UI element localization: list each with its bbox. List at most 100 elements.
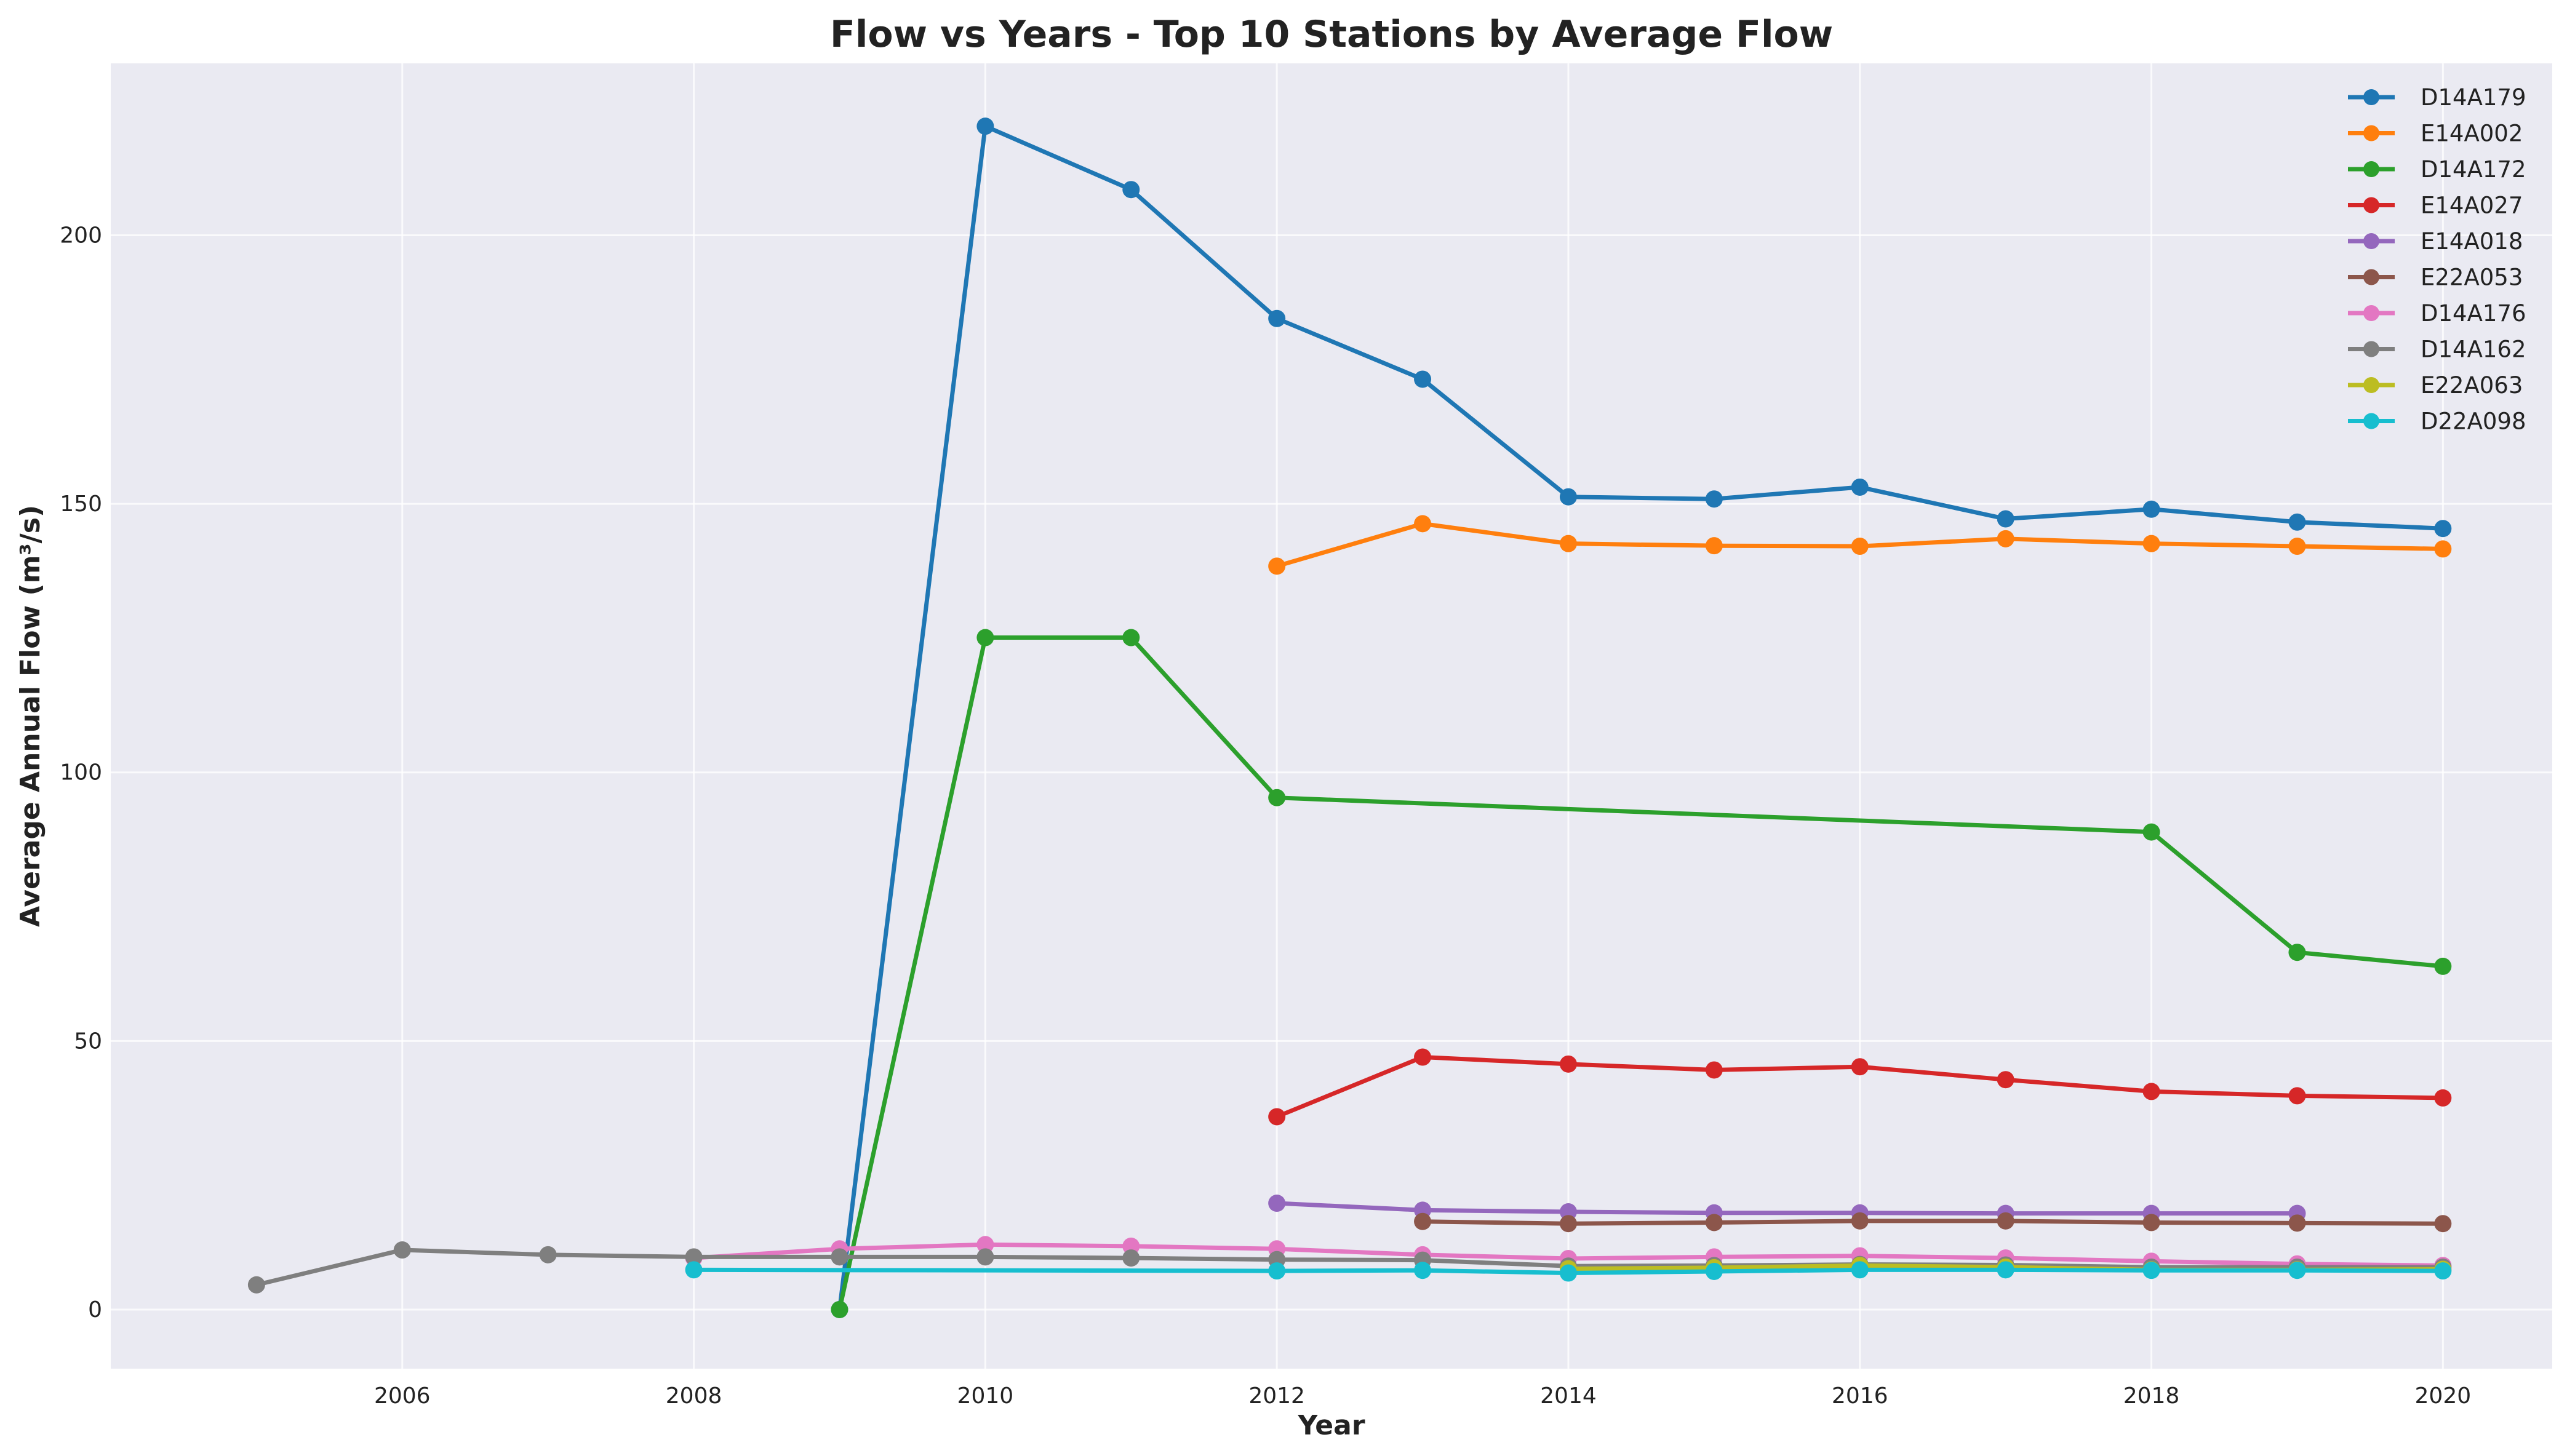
legend-label: E22A063	[2421, 372, 2523, 399]
data-point	[1268, 557, 1286, 575]
data-point	[2142, 500, 2160, 518]
data-point	[1268, 1108, 1286, 1126]
x-tick-label: 2010	[957, 1383, 1014, 1409]
data-point	[393, 1241, 411, 1259]
legend-marker	[2363, 89, 2379, 105]
data-point	[1705, 490, 1723, 508]
legend-marker	[2363, 197, 2379, 213]
data-point	[2288, 1087, 2306, 1105]
data-point	[1705, 1214, 1723, 1231]
x-tick-label: 2016	[1832, 1383, 1888, 1409]
data-point	[1559, 1203, 1577, 1221]
data-point	[2142, 1083, 2160, 1100]
y-tick-label: 100	[60, 760, 102, 786]
legend-item: D14A179	[2348, 84, 2526, 111]
data-point	[1851, 1261, 1869, 1279]
series-line	[692, 1267, 2445, 1276]
data-point	[1122, 1237, 1140, 1255]
data-point	[1851, 478, 1869, 496]
data-point	[1559, 1055, 1577, 1073]
data-point	[2142, 823, 2160, 841]
data-point	[1122, 1249, 1140, 1267]
data-point	[1559, 1264, 1577, 1282]
data-point	[2434, 1262, 2452, 1280]
data-point	[976, 117, 994, 135]
legend-marker	[2363, 233, 2379, 249]
data-point	[2288, 1214, 2306, 1232]
x-tick-label: 2018	[2123, 1383, 2180, 1409]
data-point	[1705, 537, 1723, 555]
legend-marker	[2363, 125, 2379, 141]
legend-item: E22A053	[2348, 265, 2523, 291]
legend-item: D14A172	[2348, 156, 2526, 183]
data-point	[2142, 535, 2160, 552]
legend-label: E22A053	[2421, 265, 2523, 291]
legend-label: D14A176	[2421, 300, 2526, 327]
data-point	[1122, 629, 1140, 646]
data-point	[1268, 309, 1286, 327]
x-tick-label: 2008	[666, 1383, 722, 1409]
data-point	[2288, 538, 2306, 555]
y-tick-label: 50	[74, 1028, 102, 1054]
legend-marker	[2363, 161, 2379, 177]
data-point	[976, 629, 994, 646]
series-line	[1420, 1219, 2445, 1226]
data-point	[1414, 370, 1432, 388]
data-point	[1559, 535, 1577, 552]
series-D14A172	[831, 629, 2452, 1318]
data-point	[2288, 1262, 2306, 1279]
series-E14A018	[1268, 1195, 2306, 1222]
legend-label: E14A018	[2421, 228, 2523, 255]
data-point	[831, 1248, 848, 1266]
x-axis-label: Year	[1297, 1410, 1365, 1441]
data-point	[1997, 1212, 2014, 1230]
data-point	[2434, 540, 2452, 558]
series-line	[254, 1247, 2445, 1287]
data-point	[831, 1300, 848, 1318]
legend-item: E22A063	[2348, 372, 2523, 399]
data-point	[2142, 1214, 2160, 1231]
data-point	[1851, 538, 1869, 555]
legend-label: D14A162	[2421, 336, 2526, 363]
legend-marker	[2363, 341, 2379, 357]
x-tick-labels: 2006 2008 2010 2012 2014 2016 2018 2020	[374, 1383, 2471, 1409]
legend-item: E14A002	[2348, 121, 2523, 147]
legend-marker	[2363, 269, 2379, 285]
data-point	[1997, 510, 2014, 528]
x-tick-label: 2012	[1248, 1383, 1305, 1409]
legend-label: D22A098	[2421, 408, 2526, 435]
series-E14A027	[1268, 1048, 2452, 1126]
data-point	[976, 1248, 994, 1266]
data-point	[1414, 1048, 1432, 1066]
data-point	[1122, 181, 1140, 199]
data-point	[685, 1248, 703, 1266]
legend-item: D22A098	[2348, 408, 2526, 435]
x-tick-label: 2006	[374, 1383, 431, 1409]
data-point	[2434, 1215, 2452, 1233]
data-point	[1559, 488, 1577, 506]
legend-label: D14A179	[2421, 84, 2526, 111]
legend-label: E14A027	[2421, 193, 2523, 219]
data-point	[1414, 1212, 1432, 1230]
x-tick-label: 2020	[2415, 1383, 2472, 1409]
data-point	[247, 1276, 265, 1294]
data-point	[1997, 1071, 2014, 1089]
legend-label: D14A172	[2421, 156, 2526, 183]
data-point	[2288, 944, 2306, 961]
data-point	[685, 1261, 703, 1279]
data-point	[1414, 1262, 1432, 1279]
data-point	[1705, 1061, 1723, 1079]
y-axis-label: Average Annual Flow (m³/s)	[15, 505, 46, 927]
data-point	[2142, 1262, 2160, 1279]
chart-title: Flow vs Years - Top 10 Stations by Avera…	[830, 13, 1833, 56]
data-point	[1705, 1262, 1723, 1280]
series-line	[1274, 1201, 2299, 1216]
legend-item: E14A018	[2348, 228, 2523, 255]
y-tick-label: 150	[60, 491, 102, 517]
data-point	[2434, 1089, 2452, 1107]
x-tick-label: 2014	[1540, 1383, 1597, 1409]
data-point	[539, 1246, 557, 1263]
data-point	[2288, 513, 2306, 531]
data-point	[1414, 515, 1432, 533]
legend-item: E14A027	[2348, 193, 2523, 219]
